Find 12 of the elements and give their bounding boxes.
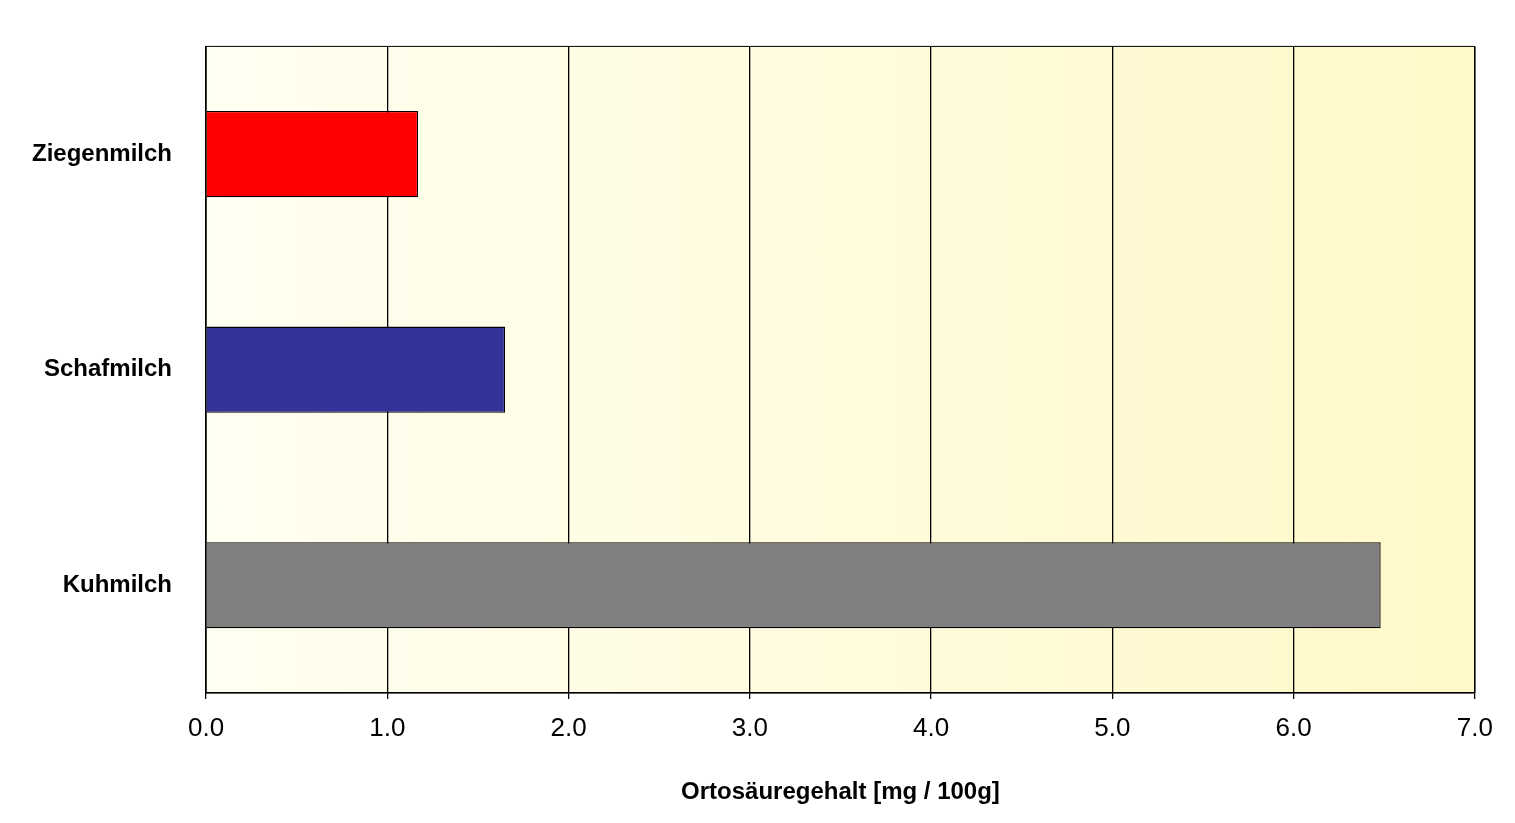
x-tick-label: 3.0 xyxy=(731,711,768,742)
x-axis-title: Ortosäuregehalt [mg / 100g] xyxy=(681,777,1000,805)
x-tick-label: 6.0 xyxy=(1275,711,1312,742)
x-tick-label: 4.0 xyxy=(913,711,950,742)
x-tick-label: 7.0 xyxy=(1456,711,1494,742)
y-tick-label: Kuhmilch xyxy=(62,569,173,597)
x-tick-label: 5.0 xyxy=(1094,711,1131,742)
y-tick-label: Ziegenmilch xyxy=(32,138,173,166)
y-tick-label: Schafmilch xyxy=(43,354,173,382)
x-tick-label: 2.0 xyxy=(550,711,587,742)
x-tick-label: 0.0 xyxy=(187,711,225,742)
x-tick-label: 1.0 xyxy=(369,711,406,742)
